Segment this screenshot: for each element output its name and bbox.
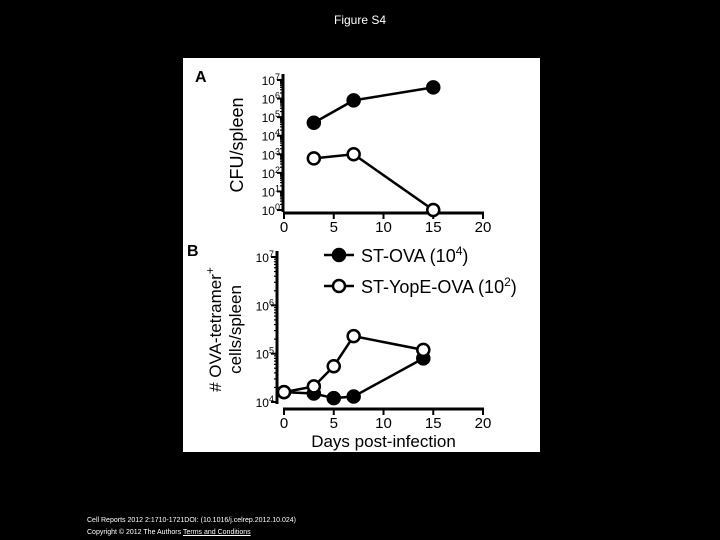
y-tick-label: 107 — [256, 249, 274, 265]
series-1-point — [326, 390, 341, 406]
legend-label: ST-OVA (104) — [361, 244, 468, 266]
x-tick-label: 0 — [280, 219, 288, 236]
y-tick-label: 107 — [262, 72, 280, 88]
series-2-point — [276, 384, 292, 400]
x-tick-label: 10 — [375, 415, 392, 432]
x-tick-label: 15 — [425, 415, 442, 432]
y-tick-label: 104 — [256, 394, 274, 410]
series-2-line — [283, 334, 424, 394]
x-tick-label: 15 — [425, 219, 442, 236]
y-tick-label: 103 — [262, 146, 280, 162]
series-1-point — [306, 115, 322, 130]
y-tick-label: 102 — [262, 165, 280, 181]
series-2-point — [346, 328, 361, 344]
x-tick-label: 5 — [330, 415, 338, 432]
series-1-point — [346, 389, 361, 404]
series-2-point — [346, 147, 361, 162]
y-tick-label: 105 — [256, 346, 274, 362]
series-2-point — [426, 202, 441, 218]
y-tick-label: 101 — [262, 183, 280, 199]
series-2-point — [306, 379, 322, 394]
copyright-text: Copyright © 2012 The Authors — [87, 529, 182, 536]
series-1-point — [346, 93, 361, 108]
legend-label: ST-YopE-OVA (102) — [361, 275, 517, 297]
x-tick-label: 20 — [475, 415, 492, 432]
y-tick-label: 104 — [262, 128, 280, 144]
y-tick-label: 100 — [262, 202, 280, 218]
figure-title: Figure S4 — [333, 13, 387, 27]
citation-text: Cell Reports 2012 2:1710-1721DOI: (10.10… — [87, 517, 296, 524]
copyright-line: Copyright © 2012 The Authors Terms and C… — [87, 529, 251, 536]
panel-label: A — [195, 69, 207, 86]
y-tick-label: 105 — [262, 109, 280, 125]
terms-link[interactable]: Terms and Conditions — [182, 529, 251, 536]
x-tick-label: 5 — [330, 219, 338, 236]
x-tick-label: 10 — [375, 219, 392, 236]
y-axis-label-line2: cells/spleen — [226, 285, 245, 374]
panel-a: A 100 101 102 103 104 105 106 107 0 5 10 15 20 CFU/spl… — [195, 69, 491, 236]
y-axis-label-line1: # OVA-tetramer+ — [203, 267, 225, 392]
series-2-point — [416, 342, 431, 358]
y-tick-label: 106 — [262, 91, 280, 107]
series-1-line — [313, 86, 434, 124]
legend-marker — [331, 278, 347, 294]
series-2-point — [306, 151, 322, 166]
panel-label: B — [187, 243, 199, 260]
series-2-point — [326, 358, 341, 374]
x-tick-label: 0 — [280, 415, 288, 432]
y-axis-label: CFU/spleen — [227, 97, 247, 192]
series-2-line — [313, 152, 434, 212]
x-axis-label: Days post-infection — [311, 432, 456, 451]
y-tick-label: 106 — [256, 297, 274, 313]
figure-panel: A 100 101 102 103 104 105 106 107 0 5 10 15 20 CFU/spl… — [183, 58, 540, 452]
legend-marker — [331, 247, 347, 263]
x-tick-label: 20 — [475, 219, 492, 236]
series-1-point — [426, 80, 441, 95]
panel-b: B 104 105 106 107 0 5 10 15 20 # OVA-tetramer+cell… — [187, 243, 517, 451]
